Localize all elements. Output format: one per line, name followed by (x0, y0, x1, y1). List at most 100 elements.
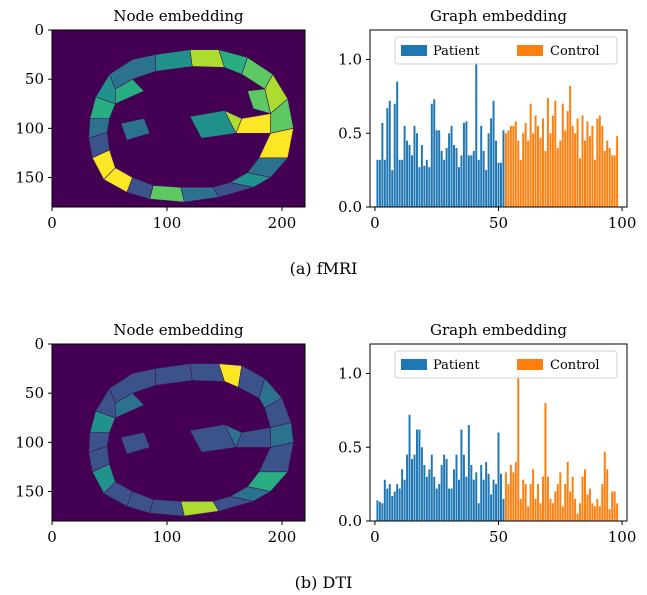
bar-patient (391, 170, 394, 208)
brain-region-25 (223, 109, 243, 135)
brain-region-23 (120, 432, 151, 455)
bar-control (601, 484, 604, 522)
bar-patient (487, 473, 490, 521)
bar-control (554, 491, 557, 521)
bar-patient (418, 429, 421, 521)
caption-fmri: (a) fMRI (289, 259, 358, 278)
bar-control (524, 122, 527, 207)
legend: Patient Control (394, 36, 618, 65)
bar-patient (472, 150, 475, 207)
parcellation-regions (88, 363, 294, 517)
bar-control (571, 125, 574, 208)
figure-panel-fmri: Node embedding 0 100 200 0 50 100 150 Graph embe… (0, 0, 647, 270)
bar-control (569, 86, 572, 207)
bar-control (541, 476, 544, 521)
bar-patient (420, 145, 423, 207)
bar-patient (448, 133, 451, 207)
bar-patient (499, 162, 502, 207)
bar-patient (401, 159, 404, 207)
bar-control (537, 125, 540, 208)
bar-patient (490, 494, 493, 521)
series-control (504, 373, 619, 522)
bar-patient (396, 484, 399, 522)
bar-patient (378, 159, 381, 207)
bar-control (584, 469, 586, 522)
bar-patient (420, 447, 423, 521)
bar-control (514, 121, 517, 207)
bar-patient (457, 479, 460, 521)
bar-patient (499, 473, 502, 521)
bar-patient (423, 464, 426, 521)
bar-patient (406, 454, 409, 522)
bar-control (603, 451, 606, 521)
bar-control (601, 125, 604, 208)
bar-control (576, 513, 579, 522)
bar-control (616, 136, 619, 207)
bar-patient (378, 501, 381, 521)
bar-patient (423, 165, 426, 207)
x-tick-label: 50 (489, 528, 508, 546)
bar-patient (433, 476, 436, 521)
bar-patient (467, 425, 470, 521)
legend-box (394, 350, 618, 379)
bar-control (534, 498, 537, 522)
graph-embedding-title: Graph embedding (430, 321, 567, 339)
bar-control (529, 103, 532, 207)
legend-patient-swatch (401, 359, 427, 370)
bar-control (616, 503, 619, 521)
bar-patient (480, 464, 483, 521)
brain-region-2 (189, 49, 225, 68)
brain-region-23 (120, 118, 151, 141)
bar-control (544, 150, 547, 207)
bar-patient (470, 155, 473, 208)
bar-patient (492, 479, 495, 521)
y-tick-label: 100 (15, 119, 44, 137)
bar-control (593, 506, 596, 521)
bar-patient (472, 479, 475, 521)
bar-control (576, 118, 579, 207)
x-tick-label: 100 (153, 528, 182, 546)
bar-control (532, 469, 535, 522)
x-tick-label: 50 (489, 214, 508, 232)
bar-control (588, 488, 591, 521)
bar-patient (391, 495, 394, 521)
bar-control (606, 140, 609, 208)
bar-patient (455, 454, 458, 522)
fmri-graph-embedding: Graph embedding 0 50 100 0.0 0.5 1.0 Patient Con… (338, 7, 636, 232)
parcellation-regions (88, 49, 294, 203)
dti-charts: Node embedding 0 100 200 0 50 100 150 Graph embe… (15, 321, 636, 546)
bar-control (509, 125, 512, 208)
x-tick-label: 100 (153, 214, 182, 232)
bar-patient (438, 130, 441, 207)
bar-patient (445, 148, 448, 207)
bar-control (539, 137, 542, 207)
bar-control (574, 133, 577, 207)
bar-patient (448, 488, 451, 521)
legend-control-label: Control (550, 358, 600, 373)
bar-patient (480, 125, 483, 208)
bar-patient (413, 454, 416, 522)
dti-node-embedding: Node embedding 0 100 200 0 50 100 150 (15, 321, 306, 546)
bar-control (581, 476, 584, 521)
legend-control-swatch (517, 359, 543, 370)
x-tick-label: 0 (47, 214, 57, 232)
bar-patient (477, 159, 480, 207)
bar-control (544, 403, 547, 521)
y-tick-label: 50 (25, 70, 44, 88)
bar-patient (462, 454, 465, 522)
bar-patient (492, 100, 495, 207)
bar-patient (425, 159, 428, 207)
bar-patient (403, 125, 406, 208)
bar-patient (497, 432, 500, 521)
bar-control (509, 464, 512, 521)
bar-patient (386, 488, 389, 521)
x-tick-label: 200 (268, 528, 297, 546)
bar-control (549, 498, 552, 522)
bar-control (537, 484, 540, 522)
bar-control (574, 498, 577, 522)
series-patient (376, 60, 505, 208)
bar-patient (465, 121, 468, 207)
legend-control-swatch (517, 45, 543, 56)
bar-control (559, 140, 562, 208)
bar-control (551, 115, 554, 207)
